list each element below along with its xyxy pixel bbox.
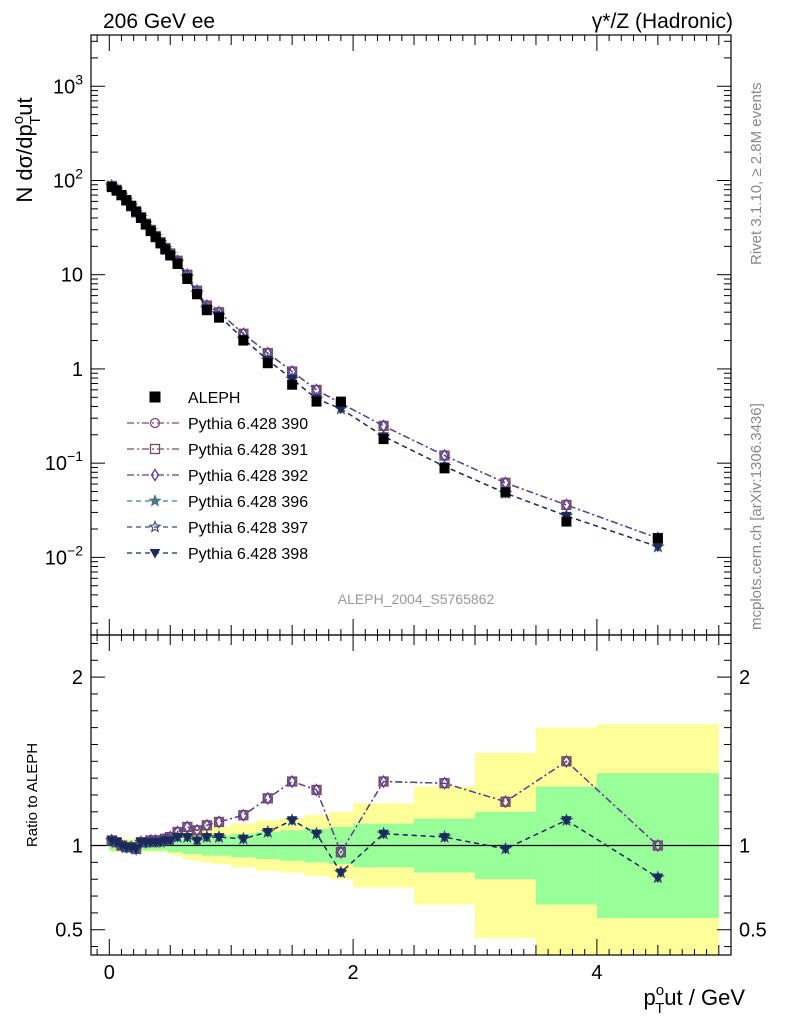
ratio-uncertainty-bands: [91, 724, 731, 955]
x-axis-title: po Tut / GeV: [644, 982, 746, 1017]
svg-text:Pythia 6.428 390: Pythia 6.428 390: [188, 416, 308, 433]
ratio-point: [561, 816, 572, 826]
main-series-1: [106, 180, 664, 544]
aleph-point: [192, 289, 203, 300]
aleph-point: [238, 335, 249, 346]
ratio-point: [164, 836, 176, 846]
legend-entry-1: Pythia 6.428 390: [127, 416, 308, 433]
ratio-point: [263, 791, 273, 806]
legend-entry-3: Pythia 6.428 392: [127, 468, 308, 485]
ratio-y-tick-label-left: 0.5: [55, 920, 83, 942]
main-series-2: [106, 180, 664, 544]
ratio-y-axis-title: Ratio to ALEPH: [24, 743, 41, 847]
main-point: [286, 374, 298, 385]
ratio-series-6: [106, 816, 664, 884]
main-point: [561, 511, 572, 522]
main-y-tick-label: 102: [53, 165, 83, 192]
main-y-tick-label: 10−1: [45, 448, 83, 475]
ratio-point: [379, 774, 388, 789]
main-y-tick-label: 10−2: [45, 542, 83, 569]
main-frame: [90, 34, 732, 636]
x-tick-label: 4: [591, 962, 602, 984]
aleph-point: [378, 434, 389, 445]
ratio-point: [653, 838, 663, 853]
ratio-point: [439, 833, 450, 843]
ratio-y-tick-label-right: 1: [739, 836, 750, 858]
ratio-y-tick-label-right: 0.5: [739, 920, 767, 942]
ratio-point: [238, 834, 249, 845]
legend-entry-4: Pythia 6.428 396: [127, 493, 308, 511]
aleph-point: [262, 358, 273, 369]
ratio-curves: [105, 754, 665, 884]
ratio-point: [181, 833, 193, 843]
ratio-point: [440, 776, 449, 790]
legend-entry-6: Pythia 6.428 398: [127, 546, 308, 563]
legend-entry-5: Pythia 6.428 397: [127, 519, 308, 537]
ratio-point: [501, 795, 510, 809]
aleph-point: [335, 396, 346, 407]
aleph-data-points: [106, 182, 663, 544]
ratio-y-tick-label-left: 1: [72, 836, 83, 858]
main-y-axis-title: N dσ/dpoTut: [10, 97, 44, 202]
ratio-point: [562, 754, 571, 769]
legend-entry-2: Pythia 6.428 391: [127, 442, 308, 459]
ratio-point: [500, 844, 511, 855]
ratio-y-tick-label-right: 2: [739, 667, 750, 689]
aleph-point: [439, 463, 450, 474]
ratio-point: [336, 845, 346, 859]
svg-text:Pythia 6.428 391: Pythia 6.428 391: [188, 442, 308, 459]
ratio-point: [287, 774, 297, 789]
svg-text:Pythia 6.428 397: Pythia 6.428 397: [188, 520, 308, 537]
aleph-point: [311, 396, 322, 407]
x-tick-label: 2: [348, 962, 359, 984]
aleph-point: [652, 533, 663, 544]
energy-label: 206 GeV ee: [103, 10, 215, 33]
ratio-point: [239, 808, 248, 822]
aleph-point: [214, 312, 224, 323]
process-label: γ*/Z (Hadronic): [592, 10, 733, 33]
ratio-point: [311, 829, 322, 840]
main-series-3: [107, 179, 663, 545]
main-y-tick-label: 103: [53, 71, 83, 98]
aleph-point: [172, 258, 183, 269]
ratio-point: [130, 844, 142, 855]
analysis-watermark: ALEPH_2004_S5765862: [338, 591, 495, 607]
legend-entry-aleph: ALEPH: [149, 390, 240, 407]
ratio-y-tick-label-left: 2: [72, 667, 83, 689]
aleph-point: [165, 250, 176, 261]
mcplots-label: mcplots.cern.ch [arXiv:1306.3436]: [748, 403, 765, 630]
aleph-point: [182, 274, 193, 285]
legend: ALEPH Pythia 6.428 390 Pythia 6.428 391 Pyt…: [127, 390, 308, 563]
svg-text:N dσ/dpoTut: N dσ/dpoTut: [10, 97, 44, 202]
ratio-point: [191, 836, 203, 846]
ratio-point: [262, 828, 274, 838]
svg-text:Pythia 6.428 398: Pythia 6.428 398: [188, 546, 308, 563]
rivet-version-label: Rivet 3.1.10, ≥ 2.8M events: [748, 83, 765, 266]
ratio-point: [213, 833, 225, 843]
ratio-point: [378, 829, 389, 840]
ratio-point: [201, 833, 213, 843]
main-y-tick-label: 1: [72, 359, 83, 381]
ratio-point: [312, 783, 321, 797]
ratio-point: [335, 868, 347, 878]
aleph-point: [201, 305, 212, 316]
x-tick-label: 0: [104, 962, 115, 984]
ratio-point: [652, 873, 664, 884]
main-y-tick-label: 10: [61, 265, 83, 287]
aleph-point: [561, 516, 572, 527]
svg-text:Pythia 6.428 392: Pythia 6.428 392: [188, 468, 308, 485]
svg-text:Pythia 6.428 396: Pythia 6.428 396: [188, 494, 308, 511]
svg-text:ALEPH: ALEPH: [188, 390, 240, 407]
ratio-point: [286, 816, 298, 826]
axis-ticks: 10−2 10−1 1 10 102 103 0.5 0.5 1 1 2 2 0 2 4: [45, 35, 767, 984]
ratio-point: [172, 833, 183, 843]
aleph-point: [500, 487, 511, 498]
aleph-point: [287, 379, 298, 390]
main-point: [652, 542, 664, 553]
ratio-point: [214, 815, 224, 829]
